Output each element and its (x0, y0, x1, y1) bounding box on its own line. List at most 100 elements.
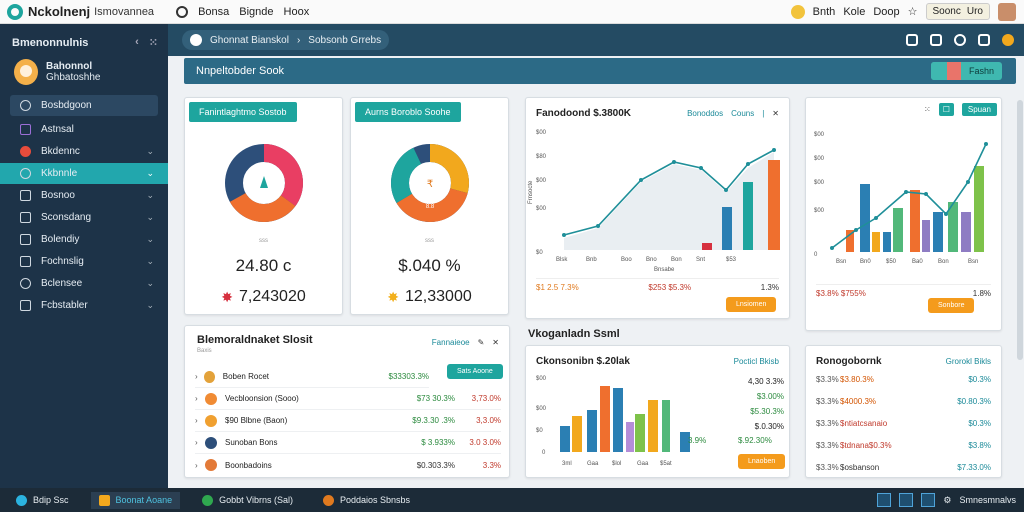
breadcrumb-item[interactable]: Sobsonb Grrebs (308, 34, 382, 46)
grid-icon[interactable]: ⁙ (148, 37, 158, 49)
top-action-label: Soonc (932, 6, 961, 17)
top-link-2[interactable]: Bignde (239, 5, 274, 18)
item-value: $73 30.3% (416, 394, 455, 403)
collapse-icon[interactable]: ‹ (135, 36, 139, 48)
list-action-button[interactable]: Sats Aoone (447, 364, 503, 379)
top-link-1[interactable]: Bonsa (198, 5, 230, 18)
dashboard-icon (20, 168, 31, 179)
stock-list-card: Blemoraldnaket Slosit Baxis Fannaieoe ✎ … (184, 325, 510, 478)
user-avatar[interactable] (998, 2, 1016, 21)
kpi-caption: sss (425, 238, 434, 244)
title-actions[interactable]: Fashn (930, 62, 1002, 80)
calendar-icon[interactable] (930, 34, 942, 46)
summary-mid: $253 $5.3% (648, 283, 692, 292)
list-item[interactable]: › Boonbadoins $0.303.3% 3.3% (195, 454, 501, 476)
taskbar-item-2[interactable]: Boonat Aoane (90, 491, 181, 509)
top-link-3[interactable]: Hoox (283, 5, 310, 18)
chart1-button[interactable]: Lnsiomen (726, 297, 777, 312)
list-item[interactable]: › Vecbloonsion (Sooo) $73 30.3% 3,73.0% (195, 388, 501, 410)
home-icon[interactable] (906, 34, 918, 46)
top-action-button[interactable]: Soonc Uro (925, 3, 990, 20)
rank-row[interactable]: $3.3% $ntiatcsanaio $0.3% (816, 412, 991, 434)
svg-text:$00: $00 (814, 180, 825, 186)
taskbar-label: Boonat Aoane (115, 495, 173, 505)
list-item[interactable]: › $90 Blbne (Baon) $9.3.30 .3% 3,3.0% (195, 410, 501, 432)
clock-icon[interactable] (954, 34, 966, 46)
chart-legend[interactable]: Pocticl Bkisb (733, 357, 779, 366)
settings-icon[interactable]: ⚙ (943, 494, 952, 505)
kpi-main-value: 24.80 c (235, 256, 292, 275)
scrollbar[interactable] (1017, 100, 1023, 360)
sidebar-item-10[interactable]: Fcbstabler ⌄ (0, 295, 168, 316)
rank-left: $3.3% (816, 396, 839, 406)
sidebar-item-search[interactable]: Bosbdgoon (10, 95, 158, 116)
sidebar-item-2[interactable]: Astnsal (0, 119, 168, 140)
chevron-down-icon: ⌄ (146, 168, 154, 178)
settings-icon (20, 212, 31, 223)
rank-row[interactable]: $3.3% $3.80.3% $0.3% (816, 368, 991, 390)
list-title: Blemoraldnaket Slosit (197, 334, 313, 346)
profile-subtitle: Ghbatoshhe (46, 72, 101, 83)
sidebar-item-label: Astnsal (41, 124, 74, 135)
sidebar-item-7[interactable]: Bolendiy ⌄ (0, 229, 168, 250)
chart-title: Fanodoond $.3800K (536, 108, 632, 119)
sidebar-profile[interactable]: Bahonnol Ghbatoshhe (0, 55, 168, 95)
value-label: 3.9% (688, 436, 707, 445)
edit-icon[interactable]: ✎ (477, 338, 485, 347)
chart-icon (20, 300, 31, 311)
chevron-down-icon: ⌄ (146, 256, 154, 266)
check-icon[interactable]: ☐ (938, 103, 954, 116)
sidebar-item-3[interactable]: Bkdennc ⌄ (0, 141, 168, 162)
legend-item[interactable]: Bonoddos (687, 109, 724, 118)
svg-text:$0: $0 (536, 428, 543, 434)
rank-row[interactable]: $3.3% $tdnana$0.3% $3.8% (816, 434, 991, 456)
chart3-button[interactable]: Lnaoben (738, 454, 786, 469)
donut-center-label: 8.8 (426, 204, 435, 210)
sidebar-item-4[interactable]: Kkbnnle ⌄ (0, 163, 168, 184)
top-right-link-1[interactable]: Bnth (812, 5, 836, 18)
tray-icon[interactable] (899, 493, 914, 507)
chart-legend[interactable]: Grorokl Bikls (945, 357, 991, 366)
user-icon[interactable] (1002, 34, 1014, 46)
legend-item[interactable]: Couns (731, 109, 755, 118)
title-action-label[interactable]: Fashn (968, 66, 994, 76)
svg-text:Blsk: Blsk (556, 257, 568, 263)
close-icon[interactable]: ✕ (492, 338, 499, 347)
taskbar-item-1[interactable]: Bdip Ssc (8, 492, 77, 509)
sidebar-item-8[interactable]: Fochnslig ⌄ (0, 251, 168, 272)
item-icon (205, 392, 217, 405)
chevron-down-icon: ⌄ (146, 300, 154, 310)
grid-icon[interactable]: ⁙ (923, 105, 931, 114)
top-right-link-3[interactable]: Doop (873, 5, 900, 18)
svg-text:$00: $00 (814, 156, 825, 162)
tray-icon[interactable] (921, 493, 936, 507)
value-label: $.0.30% (754, 422, 784, 431)
legend-item[interactable]: Spuan (961, 103, 997, 116)
app-subtitle: Ismovannea (94, 5, 155, 18)
taskbar-item-4[interactable]: Poddaios Sbnsbs (315, 492, 418, 509)
sidebar-item-6[interactable]: Sconsdang ⌄ (0, 207, 168, 228)
shield-icon[interactable] (978, 34, 990, 46)
star-icon[interactable]: ☆ (907, 6, 918, 18)
breadcrumb-item[interactable]: Ghonnat Bianskol (210, 34, 289, 46)
list-item[interactable]: › Sunoban Bons $ 3.933% 3.0 3.0% (195, 432, 501, 454)
top-right-link-2[interactable]: Kole (843, 5, 866, 18)
sidebar-item-5[interactable]: Bosnoo ⌄ (0, 185, 168, 206)
tray-icon[interactable] (877, 493, 892, 507)
rank-row[interactable]: $3.3% $4000.3% $0.80.3% (816, 390, 991, 412)
alert-button[interactable] (946, 62, 961, 80)
kpi-card-title: Aurns Boroblo Soohe (355, 102, 461, 122)
breadcrumb[interactable]: Ghonnat Bianskol › Sobsonb Grrebs (182, 30, 390, 50)
rank-row[interactable]: $3.3% $osbanson $7.33.0% (816, 456, 991, 478)
taskbar-item-3[interactable]: Gobbt Vibrns (Sal) (194, 492, 301, 509)
rank-left: $3.3% (816, 440, 839, 450)
bar-chart: $00$00$00 3ml Gaa $lol Gaa $5at (536, 376, 690, 467)
svg-text:Boo: Boo (621, 257, 632, 263)
chart2-button[interactable]: Sonbore (928, 298, 975, 313)
sidebar-item-9[interactable]: Bclensee ⌄ (0, 273, 168, 294)
search-icon[interactable] (176, 5, 189, 18)
home-button[interactable] (930, 62, 947, 80)
list-header-right[interactable]: Fannaieoe (431, 338, 470, 347)
close-icon[interactable]: ✕ (772, 109, 779, 118)
list-item[interactable]: › Boben Rocet $33303.3% (195, 366, 429, 388)
